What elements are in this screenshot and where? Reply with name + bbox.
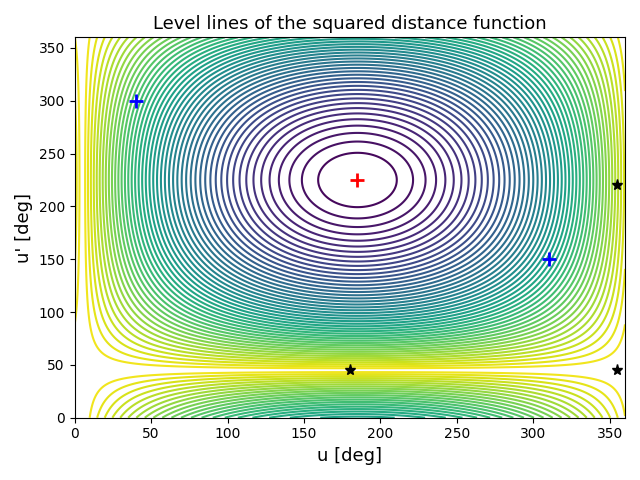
Title: Level lines of the squared distance function: Level lines of the squared distance func…	[153, 15, 547, 33]
X-axis label: u [deg]: u [deg]	[317, 447, 382, 465]
Y-axis label: u' [deg]: u' [deg]	[15, 192, 33, 263]
